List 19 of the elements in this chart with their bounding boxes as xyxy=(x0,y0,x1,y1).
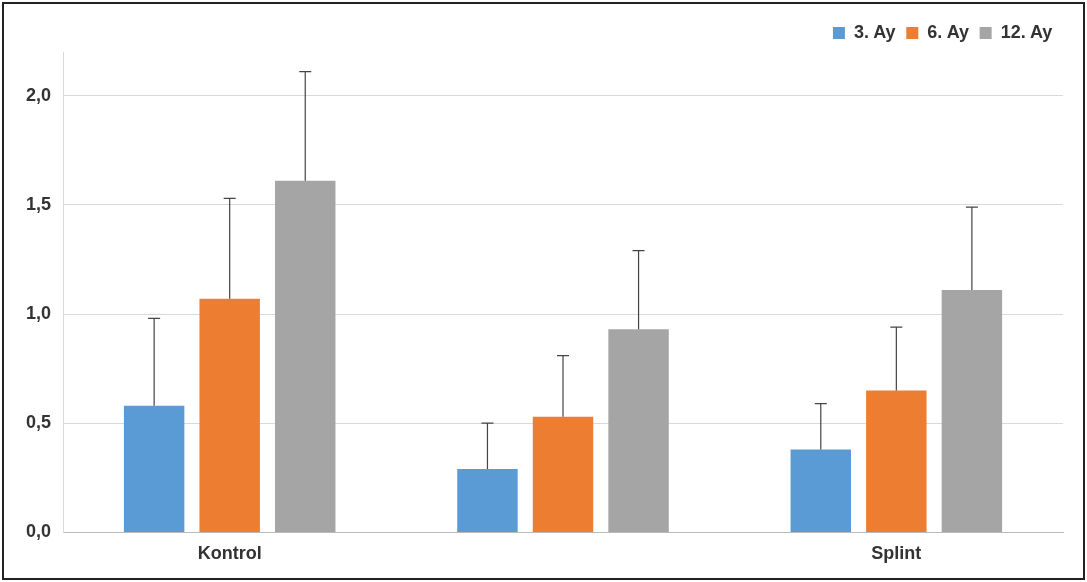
bar xyxy=(866,390,927,532)
bar xyxy=(123,405,185,532)
bar xyxy=(275,180,336,532)
legend-label: 3. Ay xyxy=(853,21,896,42)
y-tick-label: 0,5 xyxy=(25,412,52,433)
y-tick-label: 0,0 xyxy=(25,521,52,542)
y-tick-label: 2,0 xyxy=(25,84,52,105)
x-tick-label: Kontrol xyxy=(197,543,262,564)
x-tick-label: Splint xyxy=(871,543,922,564)
bar xyxy=(608,329,669,532)
bar xyxy=(532,416,594,532)
bar xyxy=(457,469,518,532)
bar xyxy=(199,298,260,532)
legend-label: 12. Ay xyxy=(1000,21,1053,42)
legend-label: 6. Ay xyxy=(927,21,969,42)
y-tick-label: 1,5 xyxy=(25,193,52,214)
bar xyxy=(790,449,852,532)
bar xyxy=(941,290,1003,532)
y-tick-label: 1,0 xyxy=(25,303,52,324)
